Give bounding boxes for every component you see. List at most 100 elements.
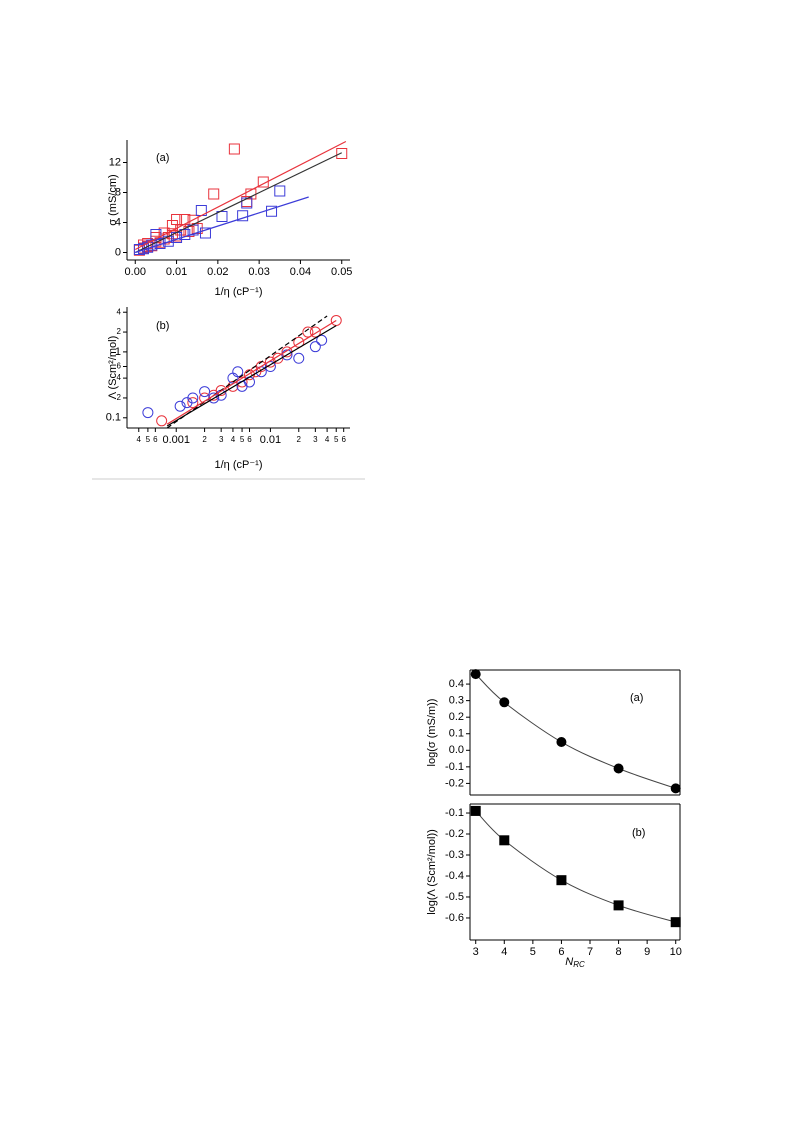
point xyxy=(142,407,154,419)
y-axis-label: σ (mS/cm) xyxy=(107,174,119,225)
point xyxy=(228,143,240,155)
y-tick-label: 0.4 xyxy=(449,678,464,690)
x-tick-label: 0.05 xyxy=(331,266,352,278)
y-tick-label: 0.0 xyxy=(449,744,464,756)
point xyxy=(470,669,481,680)
point xyxy=(232,366,244,378)
point xyxy=(274,185,286,197)
point xyxy=(187,397,199,409)
x-tick-label: 3 xyxy=(219,435,224,444)
point xyxy=(166,228,178,240)
y-axis-label: log(Λ (Scm²/mol)) xyxy=(426,829,438,915)
x-tick-label: 6 xyxy=(558,946,564,958)
panel-label: (b) xyxy=(632,827,645,839)
point xyxy=(237,210,249,222)
point xyxy=(187,392,199,404)
point xyxy=(281,349,293,361)
x-tick-label: 2 xyxy=(297,435,302,444)
y-axis-label: log(σ (mS/m)) xyxy=(426,699,438,767)
point xyxy=(266,205,278,217)
fit-curve xyxy=(475,673,676,789)
y-tick-label: 0.1 xyxy=(449,728,464,740)
y-tick-label: 2 xyxy=(117,393,122,402)
point xyxy=(208,392,220,404)
point xyxy=(208,188,220,200)
y-tick-label: -0.2 xyxy=(445,828,464,840)
x-axis-label-main: N xyxy=(565,956,573,968)
point xyxy=(199,386,211,398)
panel-label: (b) xyxy=(156,320,169,332)
fit-line xyxy=(166,325,337,427)
x-tick-label: 0.001 xyxy=(162,434,190,446)
fit-line xyxy=(166,319,337,425)
y-tick-label: 8 xyxy=(115,186,121,198)
y-tick-label: -0.2 xyxy=(445,777,464,789)
x-tick-label: 0.01 xyxy=(166,266,187,278)
x-axis-label: 1/η (cP⁻¹) xyxy=(215,286,263,298)
x-tick-label: 6 xyxy=(341,435,346,444)
y-tick-label: -0.1 xyxy=(445,761,464,773)
point xyxy=(156,415,168,427)
fit-line xyxy=(134,152,343,254)
fit-line xyxy=(134,140,347,251)
y-tick-label: 0.3 xyxy=(449,695,464,707)
x-tick-label: 0.03 xyxy=(248,266,269,278)
point xyxy=(316,334,328,346)
y-tick-label: 4 xyxy=(115,216,121,228)
point xyxy=(499,697,510,708)
point xyxy=(199,227,211,239)
y-tick-label: 12 xyxy=(109,156,121,168)
point xyxy=(302,326,314,338)
x-tick-label: 4 xyxy=(325,435,330,444)
point xyxy=(330,314,342,326)
x-axis-label: NRC xyxy=(565,956,585,969)
y-tick-label: 0.2 xyxy=(449,711,464,723)
x-tick-label: 10 xyxy=(670,946,682,958)
fit-line xyxy=(166,315,328,429)
point xyxy=(293,352,305,364)
y-tick-label: 4 xyxy=(117,373,122,382)
x-axis-label-main: 1/η (cP⁻¹) xyxy=(215,286,263,298)
x-tick-label: 8 xyxy=(616,946,622,958)
point xyxy=(556,737,567,748)
x-axis-label-sub: RC xyxy=(573,960,585,969)
x-tick-label: 0.04 xyxy=(290,266,311,278)
y-tick-label: -0.6 xyxy=(445,912,464,924)
point xyxy=(244,376,256,388)
x-tick-label: 5 xyxy=(240,435,245,444)
y-tick-label: 4 xyxy=(117,307,122,316)
point xyxy=(257,176,269,188)
point xyxy=(174,400,186,412)
y-tick-label: 6 xyxy=(117,362,122,371)
y-tick-label: -0.4 xyxy=(445,870,464,882)
x-tick-label: 5 xyxy=(530,946,536,958)
panel-label: (a) xyxy=(156,152,169,164)
x-tick-label: 4 xyxy=(231,435,236,444)
y-tick-label: 0.1 xyxy=(106,412,121,424)
x-tick-label: 0.01 xyxy=(260,434,281,446)
point xyxy=(309,341,321,353)
point xyxy=(470,805,481,816)
point xyxy=(236,380,248,392)
point xyxy=(309,326,321,338)
x-tick-label: 6 xyxy=(153,435,158,444)
panel-label: (a) xyxy=(630,692,643,704)
y-tick-label: -0.3 xyxy=(445,849,464,861)
x-tick-label: 3 xyxy=(313,435,318,444)
x-axis-label-main: 1/η (cP⁻¹) xyxy=(215,459,263,471)
y-tick-label: -0.1 xyxy=(445,807,464,819)
x-tick-label: 4 xyxy=(501,946,507,958)
x-tick-label: 0.00 xyxy=(125,266,146,278)
point xyxy=(556,875,567,886)
x-axis-label: 1/η (cP⁻¹) xyxy=(215,459,263,471)
fit-line xyxy=(135,196,309,254)
y-tick-label: -0.5 xyxy=(445,891,464,903)
x-tick-label: 6 xyxy=(247,435,252,444)
x-tick-label: 0.02 xyxy=(207,266,228,278)
point xyxy=(670,783,681,794)
point xyxy=(613,900,624,911)
y-tick-label: 2 xyxy=(117,327,122,336)
y-tick-label: 0 xyxy=(115,246,121,258)
point xyxy=(336,148,348,159)
